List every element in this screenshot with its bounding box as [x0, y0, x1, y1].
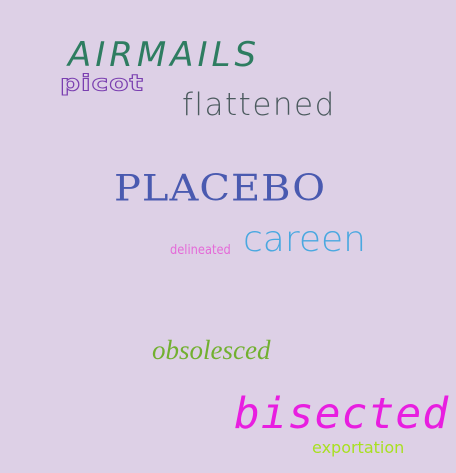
- word-careen: careen: [243, 219, 366, 260]
- word-flattened: flattened: [182, 87, 336, 123]
- word-airmails: AIRMAILS: [68, 35, 261, 75]
- word-obsolesced: obsolesced: [152, 335, 271, 365]
- word-picot: picot: [59, 69, 144, 96]
- word-delineated: delineated: [170, 243, 231, 258]
- word-placebo: PLACEBO: [114, 167, 327, 210]
- word-exportation: exportation: [312, 438, 405, 457]
- word-bisected: bisected: [234, 389, 450, 439]
